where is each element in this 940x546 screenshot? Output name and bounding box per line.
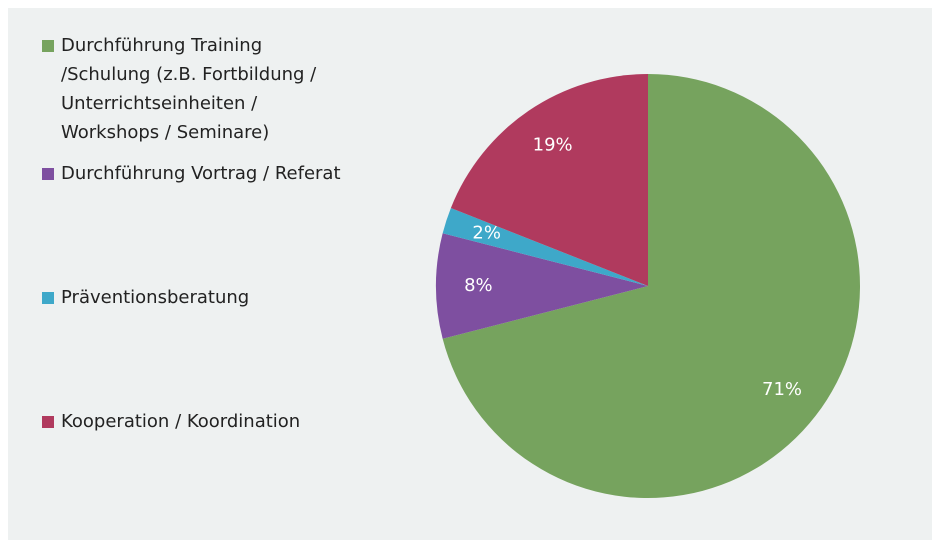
pie-slice xyxy=(450,74,648,286)
legend-swatch xyxy=(42,292,54,304)
data-label: 19% xyxy=(533,135,573,156)
legend-swatch xyxy=(42,416,54,428)
data-label: 71% xyxy=(762,379,802,400)
pie-slice xyxy=(442,207,648,286)
legend-swatch xyxy=(42,168,54,180)
pie-slice xyxy=(442,74,861,498)
legend-swatch xyxy=(42,40,54,52)
legend-label: Durchführung Vortrag / Referat xyxy=(61,163,341,184)
data-label: 8% xyxy=(464,275,493,296)
legend-label: Durchführung Training /Schulung (z.B. Fo… xyxy=(61,35,317,143)
legend-label: Präventionsberatung xyxy=(61,287,250,308)
pie-slice xyxy=(436,233,648,339)
data-label: 2% xyxy=(472,223,501,244)
legend-label: Kooperation / Koordination xyxy=(61,411,301,432)
